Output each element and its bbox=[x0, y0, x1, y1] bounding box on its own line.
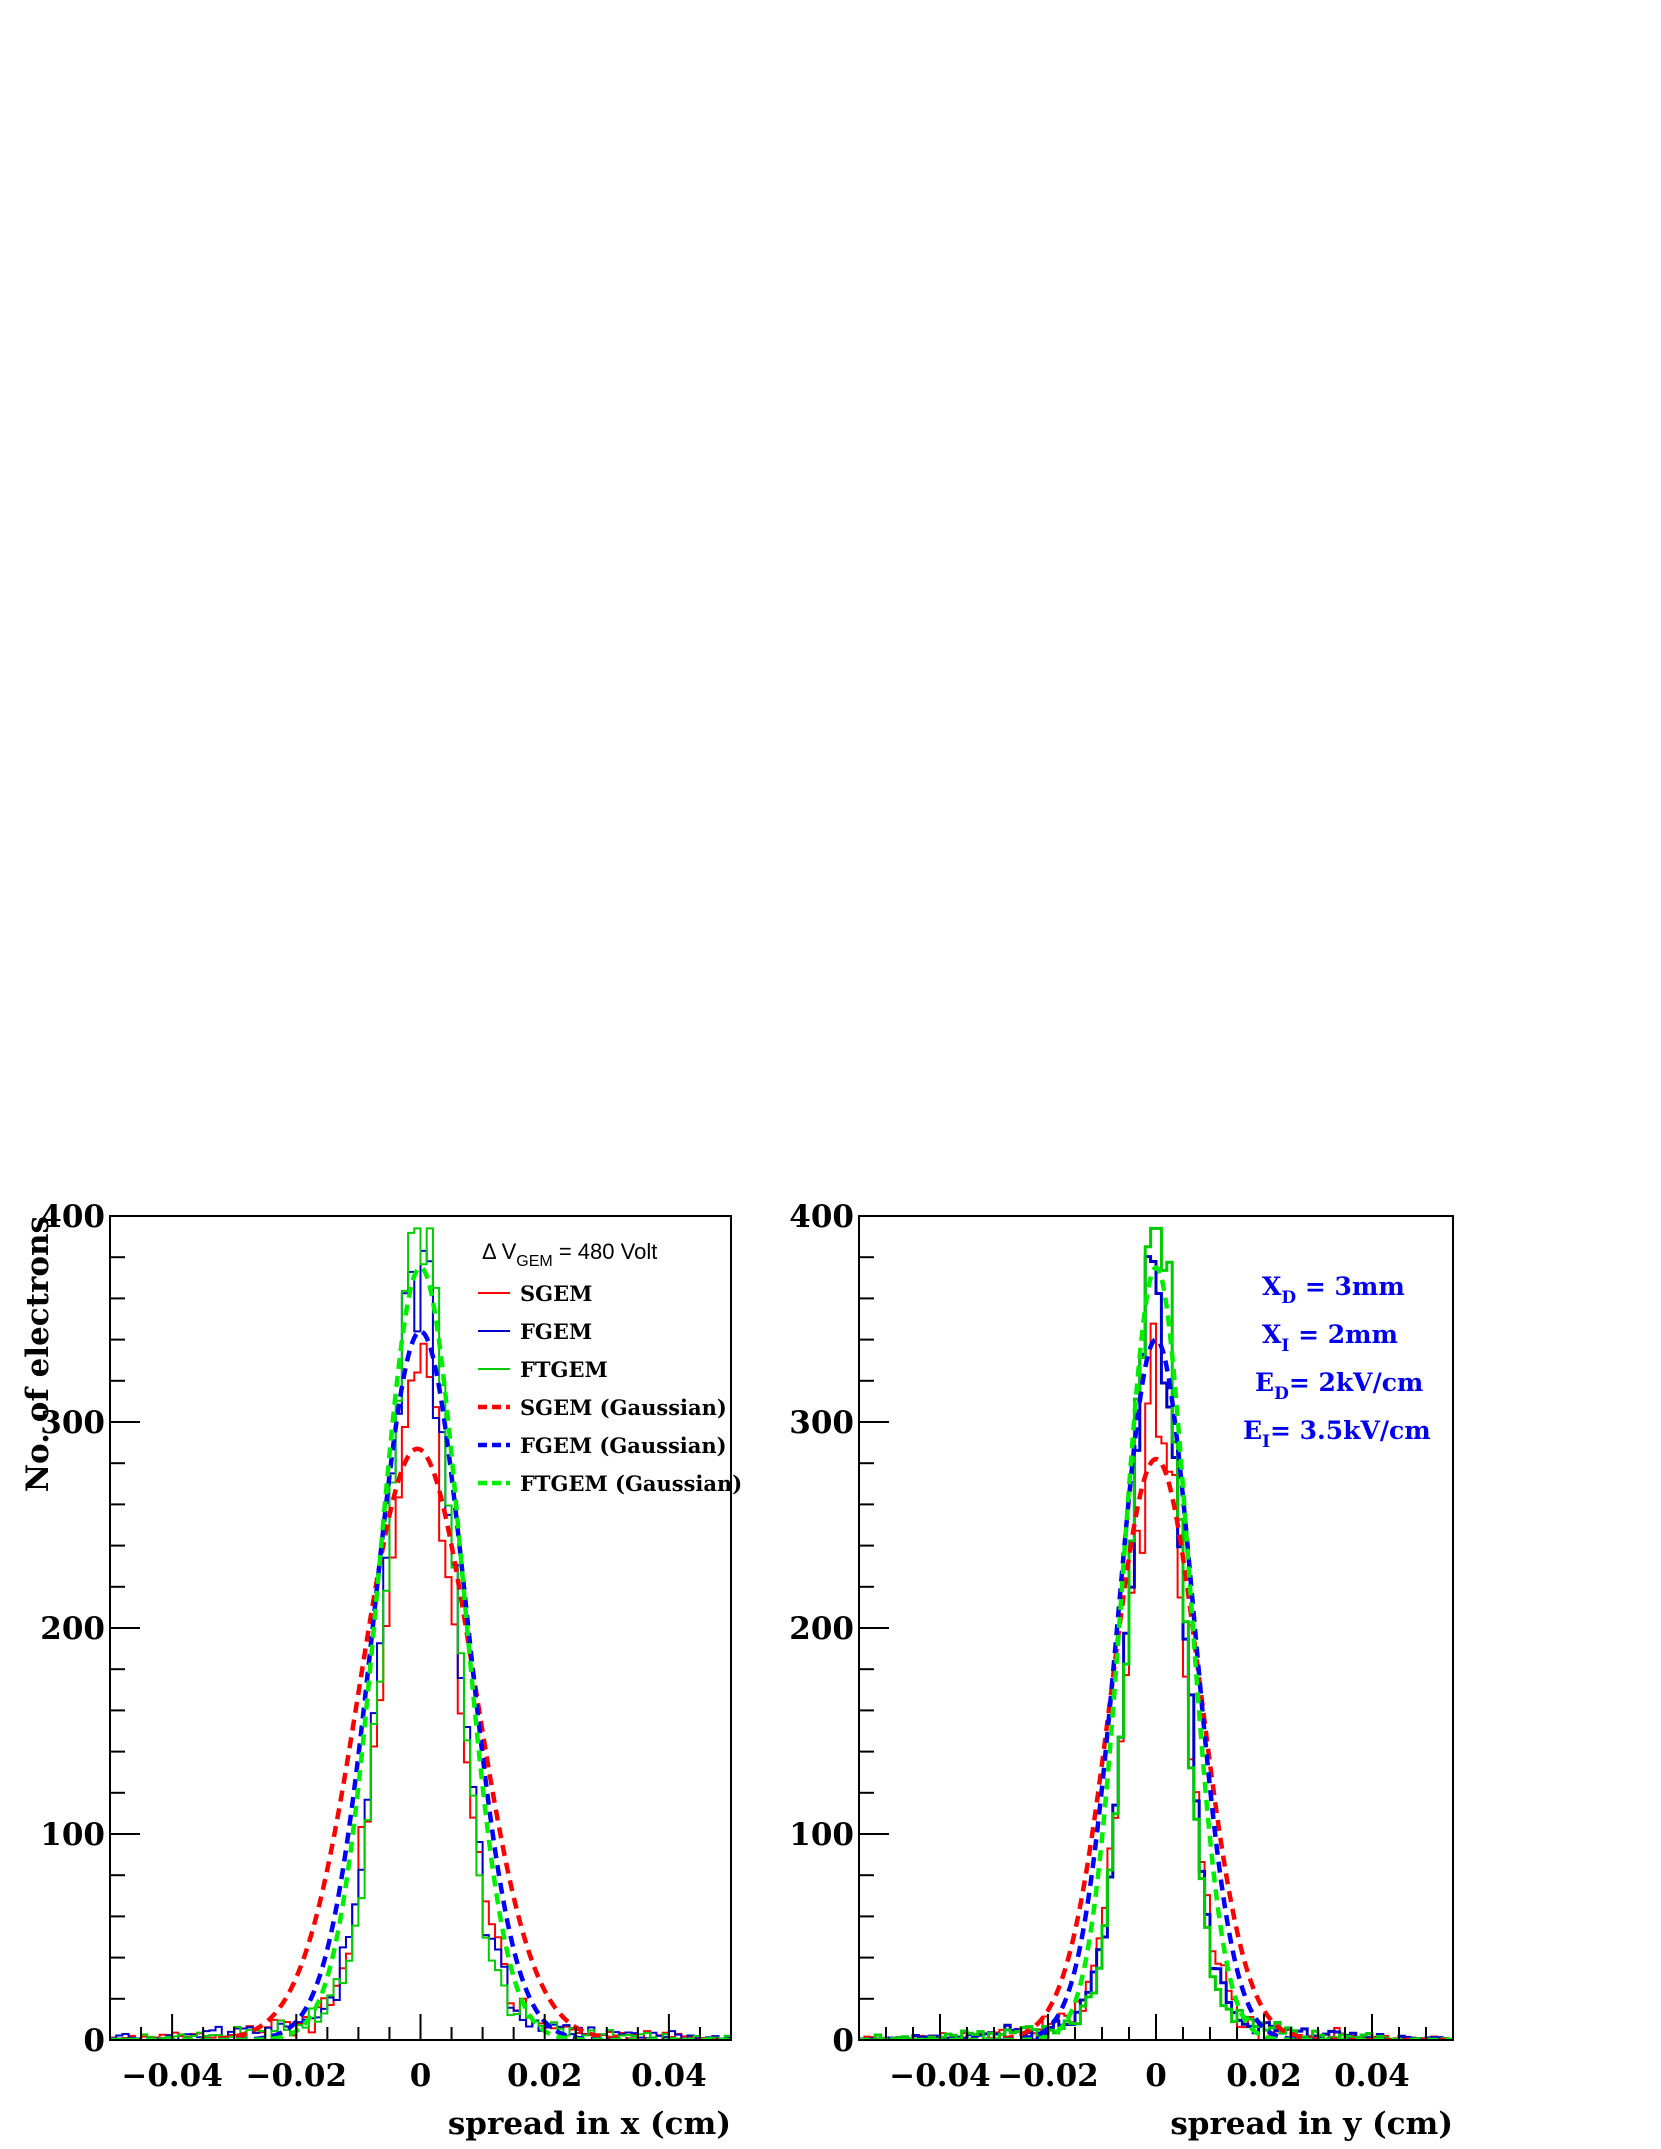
histogram-series-2 bbox=[110, 1227, 731, 2040]
x-tick-label: 0.04 bbox=[631, 2058, 707, 2094]
panel-left: −0.04 −0.02 0 0.02 0.04 0 100 200 300 400 spread i… bbox=[20, 1199, 742, 2142]
x-tick-label: 0 bbox=[1145, 2058, 1167, 2094]
legend-header: Δ VGEM = 480 Volt bbox=[482, 1239, 657, 1270]
legend-label: SGEM bbox=[520, 1281, 592, 1306]
y-axis-title: No. of electrons bbox=[20, 1216, 56, 1492]
x-tick-label: 0.02 bbox=[1226, 2058, 1302, 2094]
legend-header-prefix: Δ V bbox=[482, 1239, 517, 1264]
plot-area bbox=[110, 1227, 731, 2040]
histogram-series-1 bbox=[110, 1249, 731, 2040]
parameter-annotation: EI= 3.5kV/cm bbox=[1243, 1416, 1431, 1452]
x-tick-label: −0.02 bbox=[997, 2058, 1098, 2094]
x-tick-label: −0.04 bbox=[121, 2058, 222, 2094]
panel-right: −0.04 −0.02 0 0.02 0.04 0 100 200 300 400 spread i… bbox=[789, 1199, 1454, 2142]
legend-header-suffix: = 480 Volt bbox=[553, 1239, 658, 1264]
y-tick-label: 100 bbox=[789, 1817, 854, 1853]
parameter-annotations: XD = 3mm XI = 2mm ED= 2kV/cm EI= 3.5kV/cm bbox=[1243, 1272, 1431, 1452]
plot-area bbox=[859, 1226, 1453, 2040]
y-tick-label: 200 bbox=[40, 1611, 105, 1647]
y-tick-label: 300 bbox=[789, 1405, 854, 1441]
y-tick-label: 0 bbox=[832, 2023, 854, 2059]
x-tick-label: 0 bbox=[410, 2058, 432, 2094]
legend-label: SGEM (Gaussian) bbox=[520, 1395, 727, 1420]
legend-label: FGEM bbox=[520, 1319, 592, 1344]
gaussian-fit-series-3 bbox=[110, 1446, 731, 2040]
legend-label: FGEM (Gaussian) bbox=[520, 1433, 727, 1458]
x-tick-label: 0.02 bbox=[507, 2058, 583, 2094]
legend-label: FTGEM bbox=[520, 1357, 608, 1382]
y-tick-label: 300 bbox=[40, 1405, 105, 1441]
x-tick-label: −0.02 bbox=[246, 2058, 347, 2094]
parameter-annotation: XD = 3mm bbox=[1262, 1272, 1405, 1308]
parameter-annotation: XI = 2mm bbox=[1262, 1320, 1398, 1356]
legend: Δ VGEM = 480 Volt SGEM FGEM FTGEM SGEM (Gaus… bbox=[478, 1239, 742, 1496]
x-axis-title: spread in x (cm) bbox=[448, 2106, 731, 2142]
gaussian-fit-series-5 bbox=[110, 1265, 731, 2040]
x-axis-title: spread in y (cm) bbox=[1170, 2106, 1453, 2142]
y-tick-label: 400 bbox=[40, 1199, 105, 1235]
gaussian-fit-series-3 bbox=[859, 1456, 1453, 2040]
y-tick-label: 200 bbox=[789, 1611, 854, 1647]
x-tick-label: −0.04 bbox=[889, 2058, 990, 2094]
legend-header-sub: GEM bbox=[516, 1253, 552, 1270]
legend-label: FTGEM (Gaussian) bbox=[520, 1471, 742, 1496]
gaussian-fit-series-5 bbox=[859, 1264, 1453, 2040]
parameter-annotation: ED= 2kV/cm bbox=[1255, 1368, 1423, 1404]
x-tick-label: 0.04 bbox=[1334, 2058, 1410, 2094]
plot-frame bbox=[109, 1215, 732, 2041]
y-tick-label: 400 bbox=[789, 1199, 854, 1235]
y-tick-label: 100 bbox=[40, 1817, 105, 1853]
y-tick-label: 0 bbox=[83, 2023, 105, 2059]
